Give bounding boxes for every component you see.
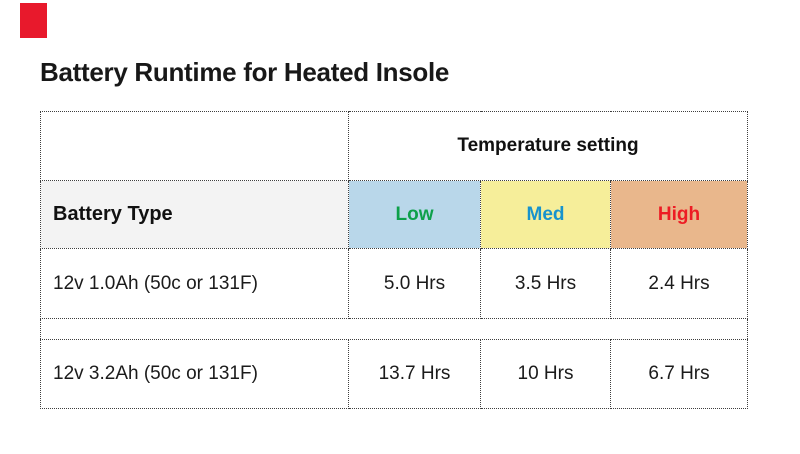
high-header-cell: High (610, 180, 748, 249)
low-header-cell: Low (348, 180, 481, 249)
low-label: Low (395, 203, 434, 225)
table-row: 12v 1.0Ah (50c or 131F) 5.0 Hrs 3.5 Hrs … (40, 248, 748, 319)
battery-runtime-table: Temperature setting Battery Type Low Med… (40, 111, 748, 409)
spacer-cell (40, 318, 748, 340)
runtime-med-cell: 3.5 Hrs (480, 248, 611, 319)
runtime-low-cell: 13.7 Hrs (348, 339, 481, 409)
table-spacer-row (40, 318, 748, 340)
table-row: 12v 3.2Ah (50c or 131F) 13.7 Hrs 10 Hrs … (40, 339, 748, 409)
temperature-setting-header-cell: Temperature setting (348, 111, 748, 181)
med-header-cell: Med (480, 180, 611, 249)
runtime-high-cell: 2.4 Hrs (610, 248, 748, 319)
page-title: Battery Runtime for Heated Insole (40, 57, 450, 87)
runtime-low-cell: 5.0 Hrs (348, 248, 481, 319)
battery-type-header-cell: Battery Type (40, 180, 349, 249)
battery-name-cell: 12v 1.0Ah (50c or 131F) (40, 248, 349, 319)
runtime-med-cell: 10 Hrs (480, 339, 611, 409)
runtime-high-cell: 6.7 Hrs (610, 339, 748, 409)
empty-corner-cell (40, 111, 349, 181)
table-row-column-headers: Battery Type Low Med High (40, 180, 748, 249)
high-label: High (657, 203, 701, 225)
med-label: Med (526, 203, 565, 225)
temperature-setting-label: Temperature setting (457, 135, 639, 156)
red-corner-marker (20, 3, 47, 38)
battery-name-cell: 12v 3.2Ah (50c or 131F) (40, 339, 349, 409)
table-row-group-header: Temperature setting (40, 111, 748, 181)
